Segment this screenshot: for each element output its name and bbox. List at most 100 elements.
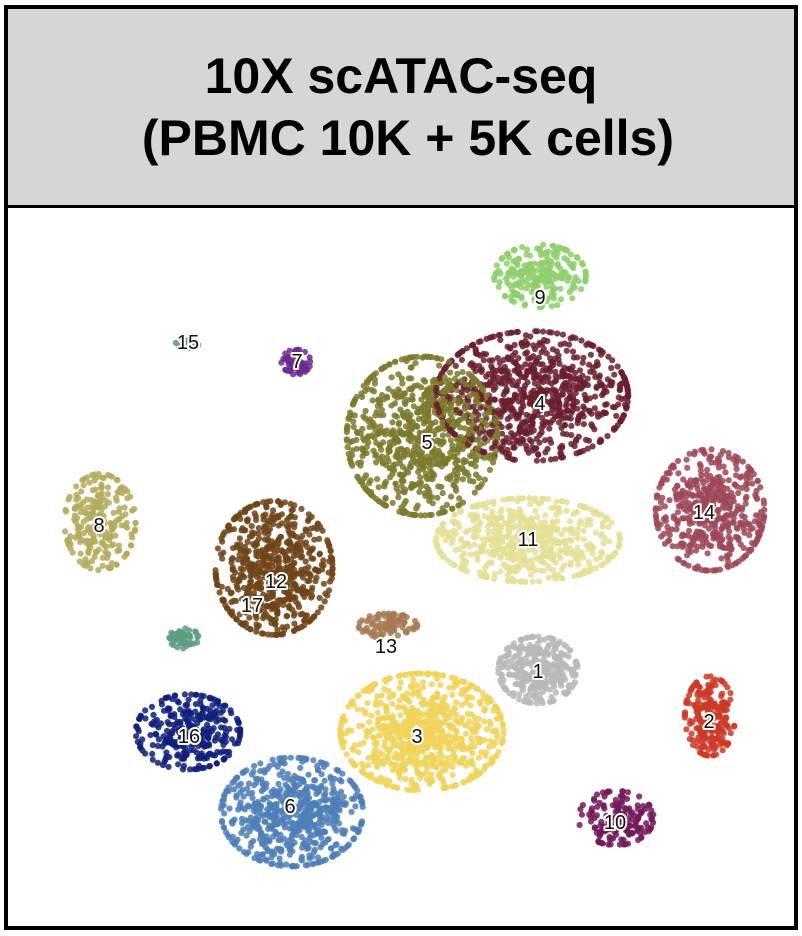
cell-point-cluster-5: [427, 420, 434, 427]
cell-point-cluster-11: [592, 508, 599, 515]
cell-point-cluster-8: [88, 472, 96, 479]
cell-point-cluster-12: [219, 555, 226, 562]
cell-point-cluster-14: [675, 556, 683, 563]
cell-point-cluster-6: [283, 861, 290, 868]
cell-point-cluster-1: [571, 679, 579, 686]
cell-point-cluster-4: [494, 374, 502, 381]
cell-point-cluster-16: [197, 697, 204, 704]
cell-point-cluster-8: [101, 503, 108, 510]
cell-point-cluster-7: [306, 354, 313, 361]
cell-point-cluster-3: [452, 717, 459, 724]
cell-point-cluster-11: [592, 529, 599, 536]
umap-plot-area: 1 2 3 4 5 6 7 8 9 10 11 12 13 14 15 16 17: [8, 208, 794, 926]
cell-point-cluster-3: [415, 670, 422, 677]
cell-point-cluster-5: [428, 511, 435, 518]
cell-point-cluster-12: [288, 512, 295, 519]
cell-point-cluster-12: [249, 529, 256, 536]
cell-point-cluster-8: [93, 549, 100, 556]
cell-point-cluster-3: [442, 739, 449, 746]
cell-point-cluster-12: [255, 583, 262, 590]
cell-point-cluster-9: [491, 276, 498, 283]
cell-point-cluster-6: [251, 782, 258, 789]
cell-point-cluster-10: [616, 841, 624, 848]
cell-point-cluster-3: [391, 784, 398, 791]
cell-point-cluster-7: [301, 348, 308, 356]
cell-point-cluster-3: [481, 718, 488, 725]
cell-point-cluster-5: [459, 476, 466, 483]
cell-point-cluster-12: [283, 613, 290, 620]
cell-point-cluster-11: [516, 522, 523, 529]
cell-point-cluster-5: [386, 361, 393, 368]
cell-point-cluster-16: [196, 716, 204, 723]
cell-point-cluster-11: [532, 507, 539, 514]
cell-point-cluster-6: [250, 837, 257, 845]
cell-point-cluster-11: [497, 554, 504, 561]
cell-point-cluster-11: [534, 513, 541, 520]
cell-point-cluster-5: [359, 446, 366, 453]
cell-point-cluster-14: [722, 469, 729, 476]
cell-point-cluster-11: [545, 496, 552, 503]
cell-point-cluster-6: [348, 795, 355, 803]
cell-point-cluster-3: [373, 740, 380, 747]
cell-point-cluster-2: [705, 746, 712, 753]
cell-point-cluster-3: [379, 751, 386, 758]
cell-point-cluster-5: [385, 385, 392, 392]
cell-point-cluster-5: [451, 375, 458, 383]
cell-point-cluster-5: [434, 494, 441, 501]
cell-point-cluster-6: [277, 786, 284, 793]
cell-point-cluster-8: [122, 523, 129, 530]
cell-point-cluster-11: [598, 548, 605, 555]
cell-point-cluster-11: [564, 548, 571, 555]
cell-point-cluster-11: [476, 569, 483, 576]
cell-point-cluster-4: [477, 367, 484, 374]
cell-point-cluster-12: [274, 597, 281, 604]
cell-point-cluster-3: [488, 758, 496, 766]
cell-point-cluster-5: [412, 360, 419, 367]
cell-point-cluster-12: [246, 567, 254, 574]
cell-point-cluster-5: [347, 409, 354, 416]
cell-point-cluster-11: [545, 562, 552, 569]
cell-point-cluster-14: [674, 457, 682, 465]
cell-point-cluster-11: [439, 552, 447, 560]
cell-point-cluster-3: [447, 739, 454, 746]
cell-point-cluster-16: [154, 742, 161, 750]
cell-point-cluster-16: [158, 701, 165, 708]
cell-point-cluster-6: [229, 838, 236, 845]
cell-point-cluster-8: [102, 548, 109, 555]
cell-point-cluster-12: [261, 536, 268, 543]
cell-point-cluster-4: [609, 404, 617, 411]
cell-point-cluster-16: [181, 691, 188, 698]
cell-point-cluster-8: [78, 488, 85, 495]
cell-point-cluster-6: [243, 850, 250, 857]
cell-point-cluster-5: [363, 472, 370, 479]
cell-point-cluster-6: [348, 808, 355, 816]
cell-point-cluster-4: [559, 331, 567, 338]
cell-point-cluster-8: [99, 562, 106, 569]
cell-point-cluster-4: [581, 391, 588, 398]
cell-point-cluster-11: [452, 546, 459, 554]
cell-point-cluster-11: [471, 541, 478, 548]
cell-point-cluster-6: [236, 845, 243, 852]
cell-point-cluster-9: [549, 242, 556, 249]
cell-point-cluster-4: [516, 427, 523, 435]
cell-point-cluster-3: [404, 786, 411, 793]
cell-point-cluster-12: [321, 598, 328, 605]
title-line-2: (PBMC 10K + 5K cells): [127, 110, 675, 166]
cell-point-cluster-8: [83, 559, 90, 566]
cell-point-cluster-6: [306, 855, 313, 862]
cell-point-cluster-11: [549, 518, 557, 525]
cell-point-cluster-5: [471, 489, 478, 496]
cell-point-cluster-5: [400, 412, 407, 419]
cell-point-cluster-16: [210, 725, 217, 732]
cell-point-cluster-6: [264, 765, 271, 773]
cell-point-cluster-3: [460, 686, 467, 693]
cell-point-cluster-5: [454, 370, 461, 377]
cell-point-cluster-14: [674, 509, 682, 516]
cell-point-cluster-4: [575, 433, 582, 440]
cell-point-cluster-1: [504, 664, 511, 672]
cell-point-cluster-4: [601, 387, 608, 394]
cell-point-cluster-6: [277, 831, 284, 838]
cell-point-cluster-12: [227, 526, 234, 533]
cell-point-cluster-5: [395, 494, 402, 501]
cell-point-cluster-5: [399, 452, 406, 459]
